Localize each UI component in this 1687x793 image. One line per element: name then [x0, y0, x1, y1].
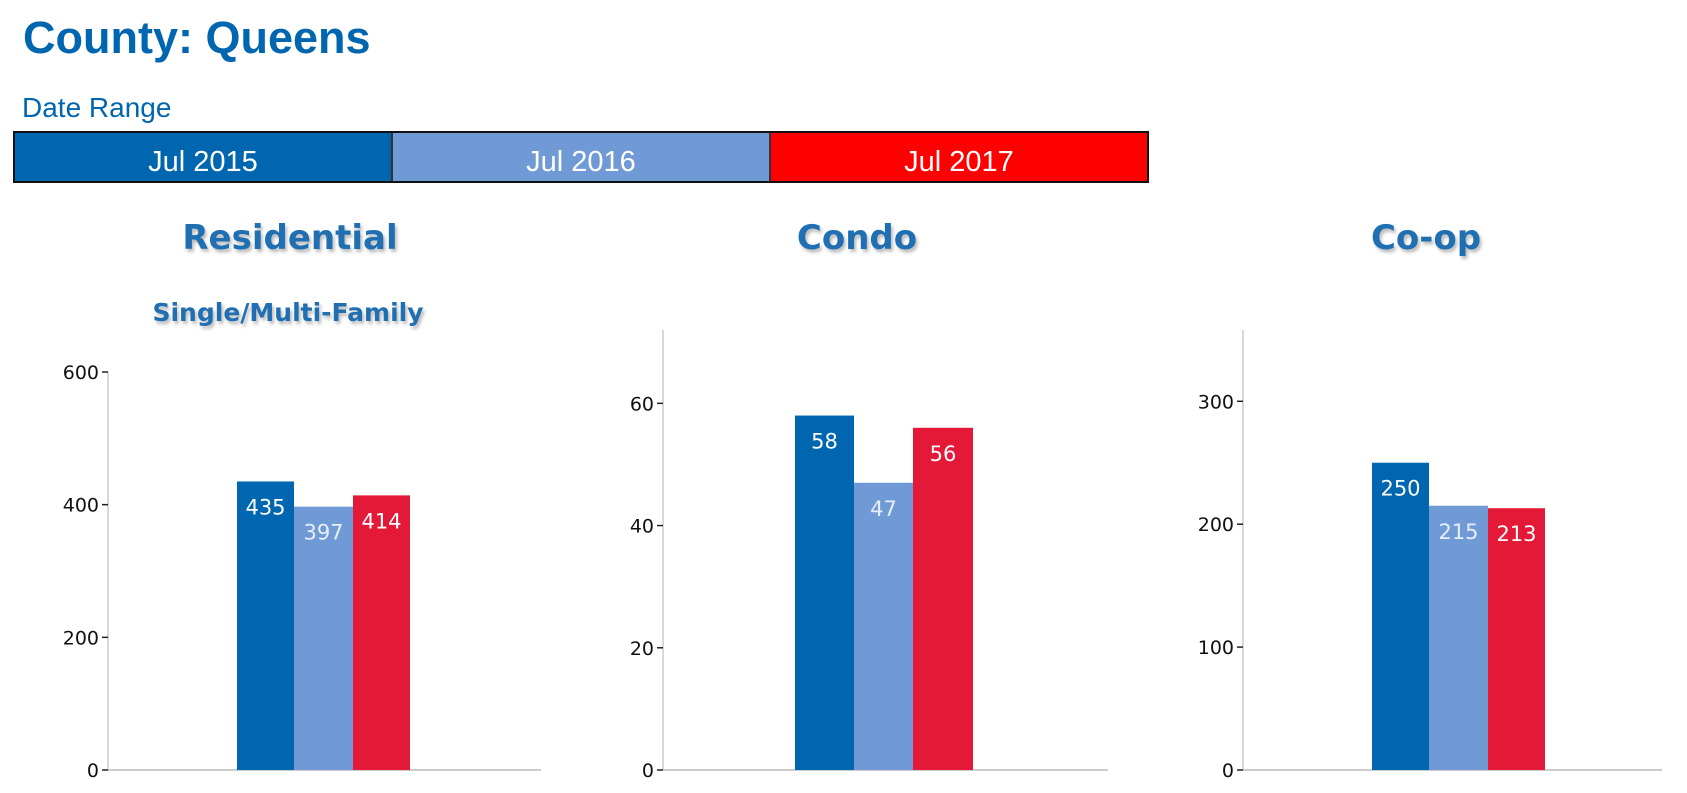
date-range-label: Date Range: [22, 92, 172, 123]
bar-value-label: 47: [870, 497, 897, 521]
bar-value-label: 435: [245, 495, 285, 519]
bar-jul-2017: [913, 427, 973, 770]
bar-jul-2016: [294, 506, 353, 770]
bar-jul-2015: [237, 481, 294, 770]
date-range-jul-2017: Jul 2017: [769, 133, 1147, 181]
y-tick-label: 600: [63, 362, 99, 384]
page-title: County: Queens: [23, 12, 371, 63]
chart-title-coop: Co-op: [1370, 218, 1482, 258]
chart-subtitle-residential: Single/Multi-Family: [152, 298, 424, 327]
y-tick-label: 400: [63, 495, 99, 517]
bar-value-label: 215: [1438, 520, 1478, 544]
date-range-jul-2015: Jul 2015: [15, 133, 391, 181]
date-range-legend: Jul 2015 Jul 2016 Jul 2017: [13, 131, 1149, 183]
y-tick-label: 60: [630, 393, 654, 415]
bar-value-label: 56: [930, 442, 957, 466]
bar-value-label: 397: [303, 521, 343, 545]
y-tick-label: 20: [630, 638, 654, 660]
y-tick-label: 200: [63, 627, 99, 649]
bar-jul-2016: [1429, 505, 1488, 770]
y-tick-label: 300: [1198, 391, 1234, 413]
y-tick-label: 0: [642, 760, 654, 782]
bar-jul-2015: [1372, 462, 1429, 770]
y-tick-label: 0: [1222, 760, 1234, 782]
bar-jul-2015: [795, 415, 854, 770]
bar-value-label: 250: [1380, 477, 1420, 501]
bar-jul-2016: [854, 482, 913, 770]
chart-title-residential: Residential: [182, 218, 398, 258]
y-tick-label: 0: [87, 760, 99, 782]
y-tick-label: 200: [1198, 514, 1234, 536]
date-range-jul-2016: Jul 2016: [391, 133, 769, 181]
bar-value-label: 58: [811, 430, 838, 454]
bar-jul-2017: [1488, 508, 1545, 770]
y-tick-label: 40: [630, 516, 654, 538]
bar-jul-2017: [353, 495, 410, 770]
bar-value-label: 213: [1496, 522, 1536, 546]
chart-title-condo: Condo: [796, 218, 918, 258]
y-tick-label: 100: [1198, 637, 1234, 659]
bar-value-label: 414: [361, 509, 401, 533]
